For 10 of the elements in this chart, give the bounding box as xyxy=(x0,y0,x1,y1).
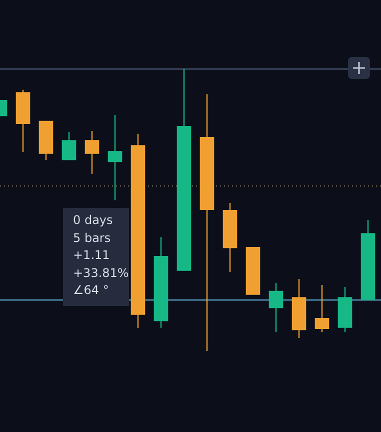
candlestick xyxy=(108,114,122,201)
annotation: 0 days xyxy=(73,212,114,229)
annotation: +1.11 xyxy=(73,247,111,264)
candlestick xyxy=(268,282,284,333)
candlestick xyxy=(84,130,100,175)
annotation: 5 bars xyxy=(73,230,112,246)
candlestick xyxy=(62,131,76,161)
annotation: +33.81% xyxy=(73,264,129,282)
candlestick xyxy=(314,284,330,333)
annotation: ∠64 ° xyxy=(73,282,110,299)
